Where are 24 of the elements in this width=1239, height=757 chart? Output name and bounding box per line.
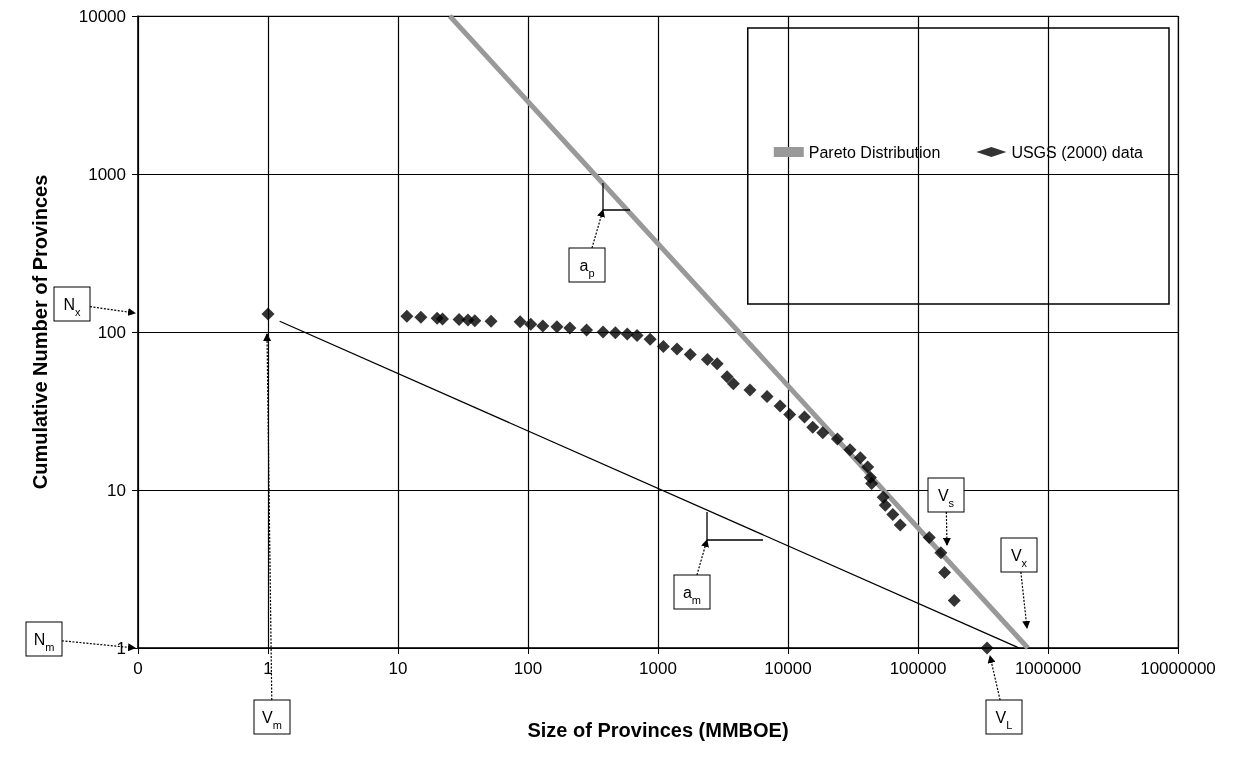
text: V$_{m}$ bbox=[262, 709, 282, 731]
y-tick-label: 1000 bbox=[88, 164, 126, 184]
annotation: a$_{m}$ bbox=[682, 584, 702, 606]
x-tick-label: 0 bbox=[133, 659, 143, 678]
y-tick-label: 100 bbox=[97, 322, 126, 342]
annotation: V$_{s}$ bbox=[937, 487, 955, 509]
y-axis-title: Cumulative Number of Provinces bbox=[29, 174, 51, 490]
text: V$_{L}$ bbox=[995, 709, 1013, 731]
y-tick-label: 1 bbox=[116, 638, 126, 658]
x-tick-label: 1 bbox=[263, 659, 273, 678]
x-tick-label: 10 bbox=[388, 659, 408, 678]
annotation: a$_{p}$ bbox=[579, 257, 595, 279]
x-tick-label: 100000 bbox=[889, 659, 947, 678]
x-axis-title: Size of Provinces (MMBOE) bbox=[527, 719, 789, 741]
annotation: V$_{x}$ bbox=[1010, 547, 1028, 569]
x-tick-label: 100 bbox=[513, 659, 543, 678]
x-tick-label: 1000 bbox=[639, 659, 677, 678]
x-tick-label: 1000000 bbox=[1014, 659, 1082, 678]
y-tick-label: 10000 bbox=[78, 6, 126, 26]
text: N$_{x}$ bbox=[63, 296, 82, 318]
x-tick-label: 10000000 bbox=[1140, 659, 1216, 678]
text: N$_{m}$ bbox=[33, 631, 55, 653]
x-tick-label: 10000 bbox=[764, 659, 812, 678]
y-tick-label: 10 bbox=[107, 480, 126, 500]
